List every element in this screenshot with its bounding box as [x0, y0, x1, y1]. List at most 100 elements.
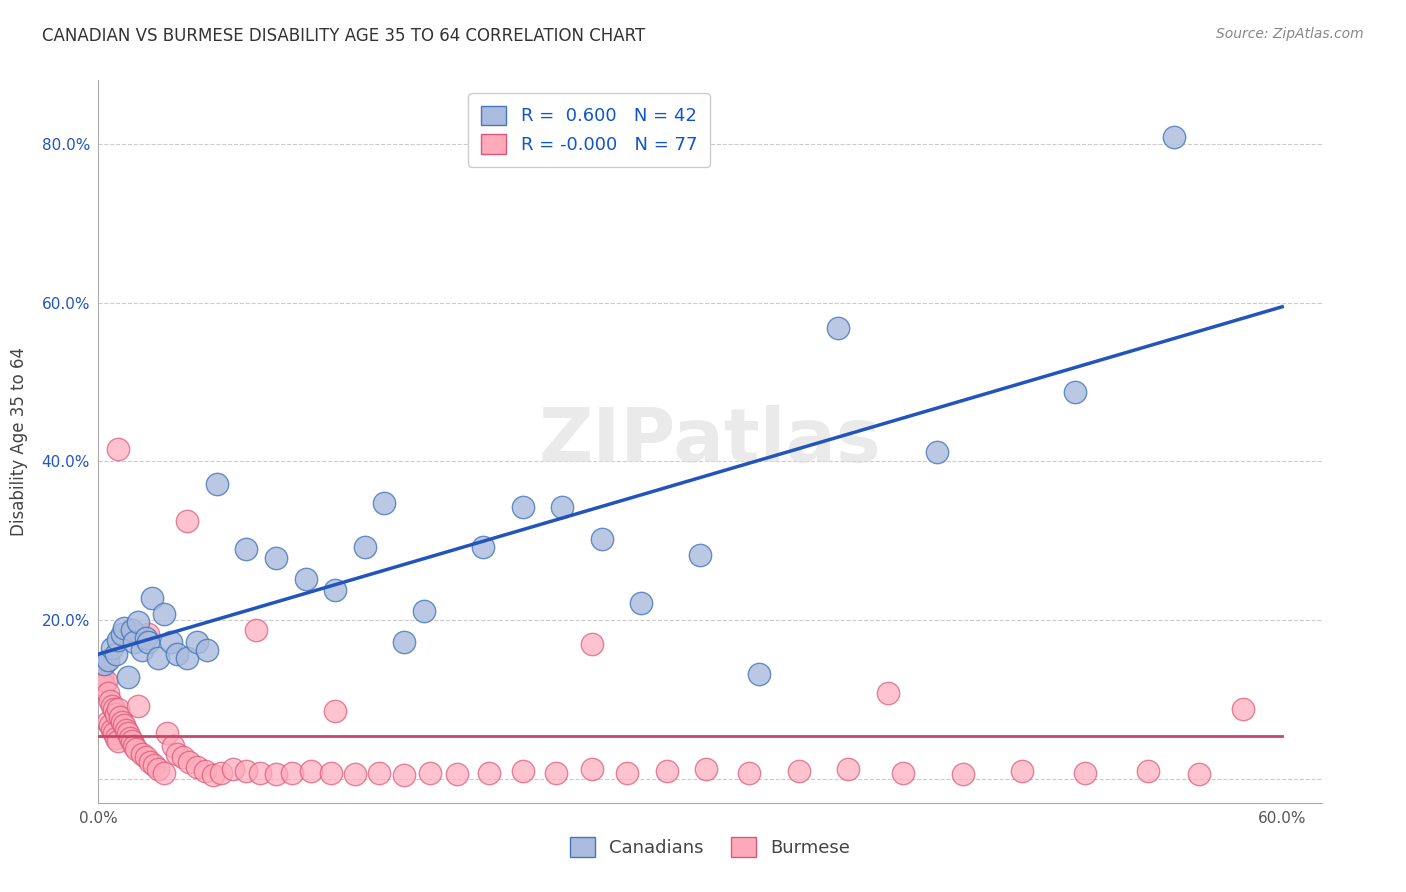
- Point: [98, 718, 121, 732]
- Point: [235, 541, 257, 556]
- Point: [179, 755, 201, 769]
- Point: [1137, 764, 1160, 778]
- Point: [837, 763, 859, 777]
- Point: [294, 572, 316, 586]
- Point: [413, 604, 436, 618]
- Point: [108, 710, 131, 724]
- Point: [235, 764, 257, 778]
- Point: [93, 678, 115, 692]
- Point: [186, 635, 208, 649]
- Point: [97, 653, 120, 667]
- Point: [201, 768, 224, 782]
- Point: [117, 670, 139, 684]
- Point: [221, 763, 243, 777]
- Point: [209, 765, 232, 780]
- Point: [323, 582, 346, 597]
- Point: [156, 726, 179, 740]
- Point: [264, 767, 287, 781]
- Point: [1232, 702, 1254, 716]
- Point: [1163, 130, 1185, 145]
- Point: [131, 643, 153, 657]
- Text: ZIPatlas: ZIPatlas: [538, 405, 882, 478]
- Point: [581, 637, 603, 651]
- Point: [107, 702, 129, 716]
- Point: [141, 591, 163, 605]
- Point: [121, 734, 143, 748]
- Point: [105, 706, 128, 721]
- Point: [249, 765, 271, 780]
- Point: [125, 741, 148, 756]
- Point: [1064, 384, 1087, 399]
- Point: [136, 635, 159, 649]
- Point: [97, 686, 120, 700]
- Point: [264, 551, 287, 566]
- Point: [101, 698, 124, 713]
- Point: [827, 321, 849, 335]
- Point: [112, 718, 135, 732]
- Point: [101, 723, 124, 737]
- Point: [194, 764, 217, 778]
- Point: [281, 765, 304, 780]
- Point: [321, 765, 343, 780]
- Point: [512, 500, 534, 515]
- Point: [616, 765, 638, 780]
- Point: [301, 764, 323, 778]
- Point: [323, 705, 346, 719]
- Point: [689, 548, 711, 562]
- Point: [176, 651, 198, 665]
- Point: [343, 767, 366, 781]
- Text: CANADIAN VS BURMESE DISABILITY AGE 35 TO 64 CORRELATION CHART: CANADIAN VS BURMESE DISABILITY AGE 35 TO…: [42, 27, 645, 45]
- Point: [186, 760, 208, 774]
- Point: [103, 726, 125, 740]
- Point: [160, 635, 183, 649]
- Point: [1011, 764, 1033, 778]
- Point: [630, 596, 652, 610]
- Point: [419, 765, 441, 780]
- Point: [142, 757, 165, 772]
- Point: [112, 621, 135, 635]
- Point: [172, 749, 194, 764]
- Point: [152, 765, 174, 780]
- Point: [152, 607, 174, 621]
- Point: [138, 755, 160, 769]
- Point: [551, 500, 574, 515]
- Point: [89, 662, 111, 676]
- Point: [121, 623, 143, 637]
- Point: [115, 723, 138, 737]
- Point: [512, 764, 534, 778]
- Point: [135, 749, 157, 764]
- Point: [107, 633, 129, 648]
- Point: [695, 763, 717, 777]
- Point: [205, 476, 228, 491]
- Text: Source: ZipAtlas.com: Source: ZipAtlas.com: [1216, 27, 1364, 41]
- Point: [787, 764, 810, 778]
- Point: [122, 635, 145, 649]
- Point: [131, 747, 153, 761]
- Point: [478, 765, 501, 780]
- Point: [446, 767, 468, 781]
- Point: [591, 532, 613, 546]
- Point: [195, 643, 218, 657]
- Point: [162, 739, 184, 753]
- Point: [105, 731, 128, 745]
- Point: [103, 702, 125, 716]
- Point: [392, 768, 416, 782]
- Y-axis label: Disability Age 35 to 64: Disability Age 35 to 64: [10, 347, 28, 536]
- Point: [1074, 765, 1097, 780]
- Point: [122, 739, 145, 753]
- Point: [101, 640, 124, 655]
- Point: [373, 496, 395, 510]
- Point: [105, 647, 128, 661]
- Legend: Canadians, Burmese: Canadians, Burmese: [561, 828, 859, 866]
- Point: [546, 765, 568, 780]
- Point: [96, 674, 118, 689]
- Point: [738, 765, 761, 780]
- Point: [127, 698, 149, 713]
- Point: [111, 627, 134, 641]
- Point: [176, 514, 198, 528]
- Point: [107, 442, 129, 457]
- Point: [98, 694, 121, 708]
- Point: [91, 670, 114, 684]
- Point: [367, 765, 389, 780]
- Point: [166, 747, 188, 761]
